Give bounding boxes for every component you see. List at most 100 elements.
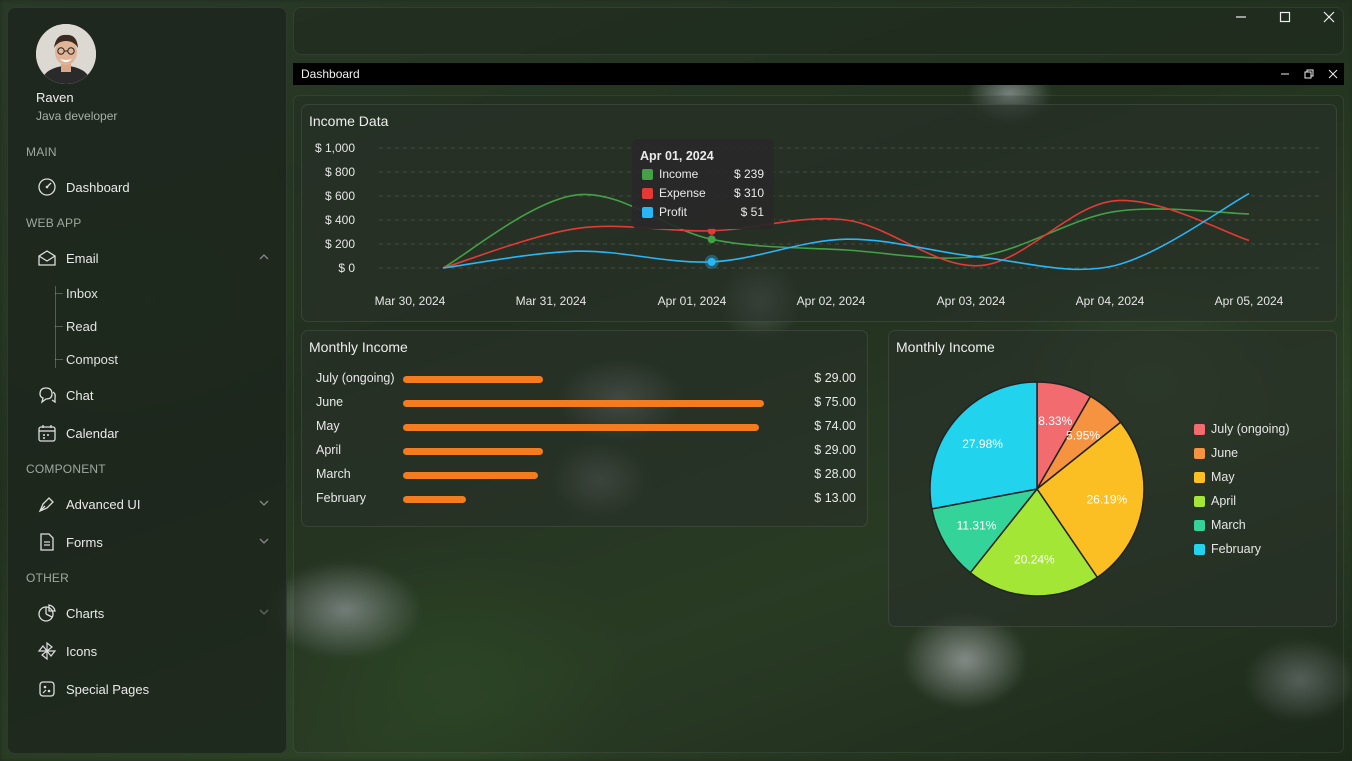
user-name: Raven — [36, 90, 74, 105]
legend-item[interactable]: May — [1194, 468, 1235, 486]
sidebar-item-email[interactable]: Email — [36, 245, 276, 271]
sidebar-item-label: Calendar — [66, 425, 119, 441]
tooltip-label: Expense — [659, 186, 706, 200]
x-tick-label: Mar 30, 2024 — [375, 294, 446, 308]
avatar[interactable] — [36, 24, 96, 84]
tree-connector — [55, 293, 63, 294]
pie-slice-label: 20.24% — [1014, 553, 1055, 567]
tooltip-value: $ 310 — [733, 186, 764, 200]
minimize-icon — [1281, 73, 1289, 75]
x-tick-label: Mar 31, 2024 — [516, 294, 587, 308]
income-data-card: Income Data $ 1,000 $ 800 $ 600 $ 400 $ 200 $… — [301, 104, 1337, 322]
x-tick-label: Apr 03, 2024 — [937, 294, 1006, 308]
sidebar-item-icons[interactable]: Icons — [36, 638, 276, 664]
bar-track — [403, 376, 764, 383]
legend-label: June — [1211, 446, 1239, 460]
sidebar-item-label: Forms — [66, 534, 103, 550]
legend-item[interactable]: July (ongoing) — [1194, 420, 1290, 438]
pinwheel-icon — [36, 640, 58, 662]
close-button[interactable] — [1318, 8, 1340, 26]
tooltip-row-income: Income $ 239 — [642, 166, 764, 182]
sidebar-item-special-pages[interactable]: Special Pages — [36, 676, 276, 702]
sidebar-item-label: Charts — [66, 605, 105, 621]
bar[interactable] — [403, 472, 538, 479]
legend-item[interactable]: June — [1194, 444, 1238, 462]
pie-slice-label: 11.31% — [957, 518, 997, 532]
dashboard-icon — [36, 176, 58, 198]
pie-slice-label: 5.95% — [1066, 428, 1100, 442]
legend-swatch — [1194, 471, 1205, 483]
section-label-web-app: WEB APP — [26, 216, 82, 230]
tooltip-value: $ 51 — [740, 205, 764, 219]
tooltip-label: Profit — [659, 205, 688, 219]
legend-item[interactable]: April — [1194, 492, 1236, 510]
y-tick-label: $ 400 — [325, 213, 355, 227]
section-label-component: COMPONENT — [26, 462, 106, 476]
tree-connector — [55, 359, 63, 360]
y-tick-label: $ 1,000 — [315, 141, 355, 155]
sidebar-item-label: Icons — [66, 643, 98, 659]
bar-value-label: $ 74.00 — [814, 419, 856, 433]
minimize-button[interactable] — [1230, 8, 1252, 26]
bar[interactable] — [403, 496, 466, 503]
sidebar-item-advanced-ui[interactable]: Advanced UI — [36, 491, 276, 517]
section-label-other: OTHER — [26, 571, 69, 585]
legend-label: March — [1211, 518, 1246, 532]
bar[interactable] — [403, 376, 543, 383]
y-tick-label: $ 800 — [325, 165, 355, 179]
sidebar-item-charts[interactable]: Charts — [36, 600, 276, 626]
pen-nib-icon — [36, 493, 58, 515]
series-line-income — [442, 193, 1250, 269]
maximize-button[interactable] — [1274, 8, 1296, 26]
bar[interactable] — [403, 400, 764, 407]
legend-swatch — [642, 168, 653, 180]
sidebar-item-forms[interactable]: Forms — [36, 529, 276, 555]
sidebar-item-label: Chat — [66, 387, 94, 403]
title-bar — [293, 7, 1344, 55]
sidebar-item-calendar[interactable]: Calendar — [36, 420, 276, 446]
frame-restore-button[interactable] — [1301, 66, 1317, 82]
income-line-chart[interactable]: $ 1,000 $ 800 $ 600 $ 400 $ 200 $ 0 Mar 30, 20… — [302, 105, 1338, 323]
x-tick-label: Apr 04, 2024 — [1076, 294, 1145, 308]
user-role: Java developer — [36, 109, 118, 123]
bar-category-label: July (ongoing) — [316, 371, 395, 385]
chat-icon — [36, 384, 58, 406]
sidebar-item-chat[interactable]: Chat — [36, 382, 276, 408]
chevron-down-icon[interactable] — [258, 535, 270, 550]
bar[interactable] — [403, 424, 760, 431]
sidebar-subitem-read[interactable]: Read — [66, 319, 98, 334]
bar-track — [403, 424, 764, 431]
restore-icon — [1304, 69, 1314, 79]
section-label-main: MAIN — [26, 145, 57, 159]
chevron-up-icon[interactable] — [258, 251, 270, 266]
sidebar-subitem-compost[interactable]: Compost — [66, 352, 119, 367]
legend-item[interactable]: March — [1194, 516, 1246, 534]
sidebar-subitem-inbox[interactable]: Inbox — [66, 286, 98, 301]
bar[interactable] — [403, 448, 543, 455]
frame-minimize-button[interactable] — [1277, 66, 1293, 82]
chevron-down-icon[interactable] — [258, 497, 270, 512]
monthly-income-pie-chart[interactable]: 8.33%5.95% 26.19% 20.24% 11.31% 27.98% — [889, 331, 1338, 628]
frame-close-button[interactable] — [1325, 66, 1341, 82]
tooltip-row-profit: Profit $ 51 — [642, 204, 764, 220]
sidebar-item-dashboard[interactable]: Dashboard — [36, 174, 276, 200]
bar-value-label: $ 29.00 — [814, 443, 856, 457]
legend-swatch — [642, 187, 653, 199]
maximize-icon — [1279, 11, 1291, 23]
chevron-down-icon[interactable] — [258, 606, 270, 621]
tree-connector — [55, 326, 63, 327]
internal-frame-title-bar[interactable]: Dashboard — [293, 63, 1344, 85]
tooltip-label: Income — [659, 167, 699, 181]
pie-chart-title: Monthly Income — [896, 339, 995, 355]
legend-swatch — [1194, 519, 1205, 531]
chart-tooltip: Apr 01, 2024 Income $ 239 Expense $ 310 … — [632, 139, 774, 229]
sidebar: Raven Java developer MAIN Dashboard WEB … — [7, 7, 287, 754]
legend-label: April — [1211, 494, 1237, 508]
legend-item[interactable]: February — [1194, 540, 1261, 558]
x-tick-label: Apr 01, 2024 — [658, 294, 727, 308]
minimize-icon — [1236, 16, 1246, 18]
x-tick-label: Apr 05, 2024 — [1215, 294, 1284, 308]
bar-track — [403, 472, 764, 479]
close-icon — [1328, 69, 1338, 79]
bar-value-label: $ 75.00 — [814, 395, 856, 409]
